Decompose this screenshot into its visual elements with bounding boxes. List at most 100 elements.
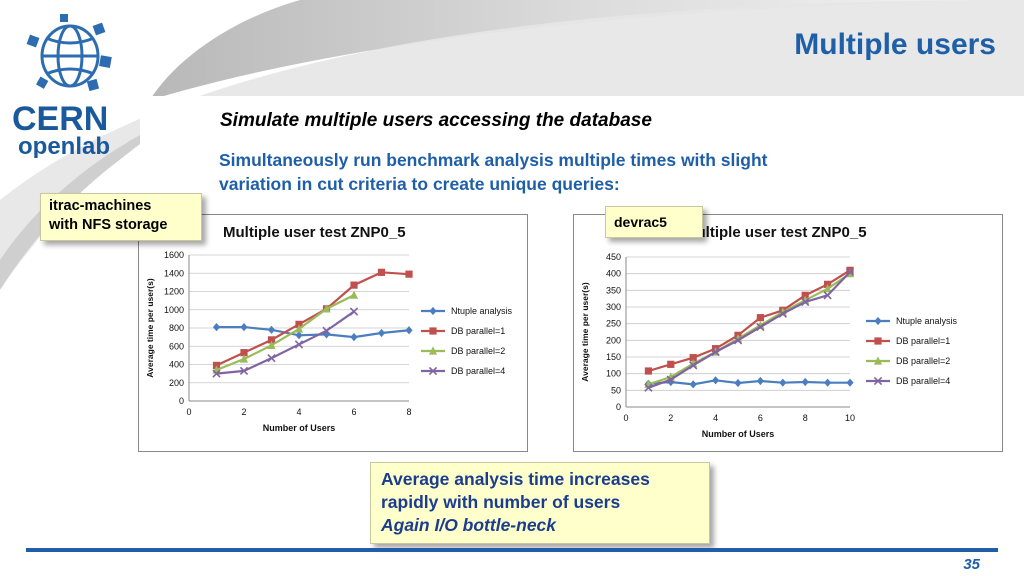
callout-devrac5: devrac5 — [605, 206, 703, 238]
x-tick-label: 6 — [758, 413, 763, 423]
data-point — [824, 378, 832, 387]
cern-openlab-logo: CERN openlab — [12, 14, 112, 158]
data-point — [689, 354, 697, 362]
x-axis-label: Number of Users — [263, 423, 336, 433]
data-point-b — [322, 326, 331, 335]
data-point — [734, 378, 742, 388]
y-tick-label: 450 — [606, 252, 621, 262]
page-number: 35 — [963, 556, 980, 573]
chart-itrac: Multiple user test ZNP0_5 0 200 400 600 800 10… — [138, 214, 528, 452]
series-line — [216, 325, 410, 339]
y-axis-label: Average time per user(s) — [145, 278, 155, 378]
x-tick-label: 2 — [668, 413, 673, 423]
data-point-b — [212, 369, 221, 378]
legend-marker — [874, 337, 882, 345]
series-line — [216, 271, 410, 367]
data-point-b — [689, 361, 698, 370]
data-point-b — [801, 297, 810, 307]
callout-conclusion-line3: Again I/O bottle-neck — [381, 515, 557, 535]
data-point — [377, 268, 386, 276]
series-line — [648, 271, 851, 389]
data-point — [756, 314, 764, 322]
y-tick-label: 100 — [606, 369, 621, 379]
series-line — [648, 379, 850, 386]
data-point-b — [756, 322, 765, 332]
data-point — [756, 376, 764, 386]
chart-devrac5: Multiple user test ZNP0_5 0 50 100 150 200 250… — [573, 214, 1003, 452]
series-line — [648, 269, 851, 373]
legend-label: Ntuple analysis — [896, 316, 958, 326]
x-tick-label: 4 — [296, 407, 301, 417]
y-tick-label: 400 — [169, 360, 184, 370]
y-tick-label: 0 — [179, 396, 184, 406]
data-point — [405, 270, 413, 278]
y-tick-label: 300 — [606, 302, 621, 312]
y-tick-label: 600 — [169, 341, 184, 351]
data-point — [801, 377, 809, 387]
x-tick-label: 0 — [186, 407, 191, 417]
data-point — [846, 378, 854, 387]
data-point — [377, 328, 386, 338]
legend-label: DB parallel=4 — [451, 366, 505, 376]
data-point — [689, 380, 697, 389]
legend-label: DB parallel=1 — [896, 336, 950, 346]
y-tick-label: 200 — [606, 335, 621, 345]
legend-marker — [428, 366, 438, 376]
callout-itrac-line2: with NFS storage — [49, 217, 168, 233]
chart-title: Multiple user test ZNP0_5 — [223, 224, 406, 241]
x-tick-label: 0 — [623, 413, 628, 423]
data-point — [711, 347, 720, 357]
legend-label: Ntuple analysis — [451, 306, 513, 316]
logo-text-cern: CERN — [12, 100, 108, 138]
slide-subtitle: Simulate multiple users accessing the da… — [220, 110, 652, 131]
callout-conclusion: Average analysis time increases rapidly … — [370, 462, 710, 544]
y-tick-label: 200 — [169, 378, 184, 388]
y-tick-label: 50 — [611, 385, 621, 395]
callout-conclusion-line2: rapidly with number of users — [381, 492, 621, 512]
data-point — [801, 297, 810, 307]
series-line — [216, 310, 355, 375]
data-point-b — [711, 347, 720, 357]
data-point — [756, 322, 765, 332]
y-tick-label: 800 — [169, 323, 184, 333]
data-point — [823, 291, 832, 300]
data-point — [240, 322, 248, 332]
callout-itrac: itrac-machines with NFS storage — [40, 193, 202, 241]
data-point — [267, 336, 276, 344]
y-tick-label: 1600 — [164, 250, 184, 260]
data-point-b — [644, 383, 653, 392]
series-line — [216, 294, 355, 371]
y-tick-label: 0 — [616, 402, 621, 412]
data-point — [212, 322, 221, 332]
data-point — [667, 360, 675, 368]
data-point-b — [823, 291, 832, 300]
x-tick-label: 8 — [406, 407, 411, 417]
y-tick-label: 1000 — [164, 305, 184, 315]
legend-marker — [429, 306, 437, 316]
legend-marker — [428, 346, 438, 355]
data-point-b — [733, 336, 743, 345]
series-line — [648, 272, 851, 386]
legend-label: DB parallel=4 — [896, 376, 950, 386]
data-point-b — [267, 353, 276, 363]
data-point — [267, 353, 276, 363]
data-point — [689, 361, 698, 370]
data-point — [733, 336, 743, 345]
data-point — [644, 383, 653, 392]
data-point — [349, 290, 359, 299]
legend-marker-b — [428, 366, 438, 376]
legend-marker — [874, 316, 882, 326]
legend-marker-b — [873, 376, 883, 386]
callout-conclusion-line1: Average analysis time increases — [381, 469, 650, 489]
slide-description: Simultaneously run benchmark analysis mu… — [219, 150, 768, 194]
data-point — [294, 324, 304, 333]
y-tick-label: 350 — [606, 285, 621, 295]
data-point-b — [239, 366, 249, 376]
page-title: Multiple users — [794, 28, 996, 61]
data-point — [405, 326, 413, 335]
data-point — [295, 331, 303, 340]
x-axis-label: Number of Users — [702, 429, 775, 439]
data-point — [212, 369, 221, 378]
data-point — [294, 340, 304, 349]
chart-itrac-svg: Multiple user test ZNP0_5 0 200 400 600 800 10… — [145, 224, 513, 433]
